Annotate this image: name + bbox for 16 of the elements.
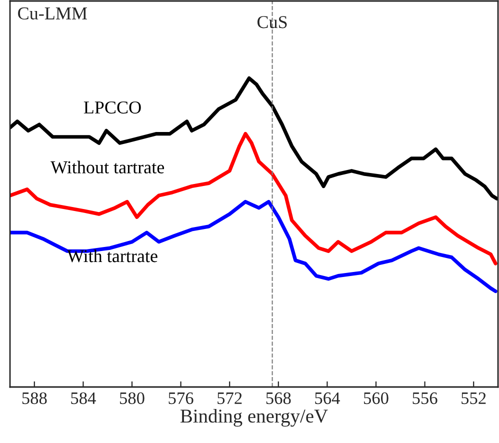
x-tick-label: 568 — [266, 392, 291, 404]
x-tick-label: 584 — [71, 392, 96, 404]
series-label: Without tartrate — [50, 160, 164, 174]
x-tick-label: 572 — [218, 392, 242, 404]
x-tick-label: 564 — [315, 392, 340, 404]
x-tick-label: 580 — [120, 392, 144, 404]
text: Cu-LMM — [18, 7, 88, 20]
series-label: LPCCO — [84, 101, 141, 114]
x-tick-label: 576 — [168, 392, 194, 404]
x-tick-label: 588 — [22, 392, 47, 404]
x-tick-label: 556 — [412, 392, 438, 404]
x-tick-label: 560 — [364, 392, 388, 404]
x-axis-title: Binding energy/eV — [180, 408, 328, 427]
series-label: With tartrate — [66, 250, 158, 262]
ref-line-label: CuS — [257, 16, 287, 28]
x-tick-label: 552 — [462, 392, 486, 404]
